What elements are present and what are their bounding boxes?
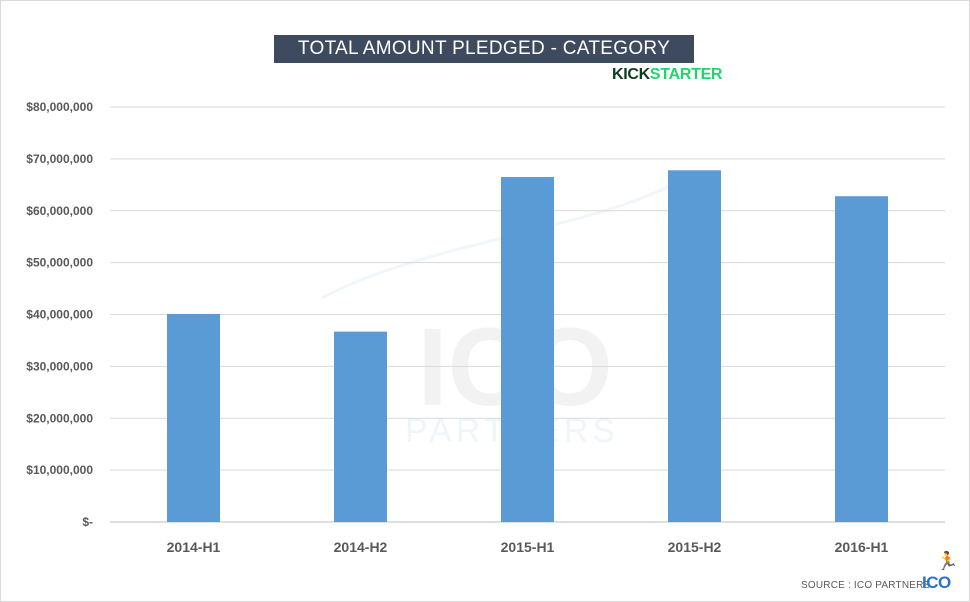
y-tick-label: $30,000,000: [26, 359, 93, 373]
kickstarter-logo-part2: STARTER: [649, 66, 723, 83]
x-axis-labels: 2014-H1 2014-H2 2015-H1 2015-H2 2016-H1: [167, 539, 889, 555]
y-tick-label: $-: [82, 515, 93, 529]
x-tick-label: 2015-H2: [668, 539, 722, 555]
brand-logo: ICO: [922, 573, 951, 592]
x-tick-label: 2014-H1: [167, 539, 221, 555]
bar-2015-h2: [668, 170, 721, 522]
chart-title: TOTAL AMOUNT PLEDGED - CATEGORY GAMES: [274, 35, 694, 87]
y-axis-labels: $- $10,000,000 $20,000,000 $30,000,000 $40,0…: [26, 100, 93, 529]
bars: [167, 170, 888, 522]
y-tick-label: $50,000,000: [26, 256, 93, 270]
kickstarter-logo-part1: KICK: [612, 66, 650, 83]
x-tick-label: 2015-H1: [501, 539, 555, 555]
y-tick-label: $70,000,000: [26, 152, 93, 166]
bar-2015-h1: [501, 177, 554, 522]
x-tick-label: 2016-H1: [835, 539, 889, 555]
bar-2014-h1: [167, 313, 220, 522]
source-note: SOURCE : ICO PARTNERS: [801, 580, 931, 591]
bar-2016-h1: [835, 196, 888, 522]
kickstarter-logo: KICKSTARTER: [612, 66, 723, 84]
y-tick-label: $10,000,000: [26, 463, 93, 477]
y-tick-label: $60,000,000: [26, 204, 93, 218]
y-tick-label: $40,000,000: [26, 308, 93, 322]
bar-2014-h2: [334, 331, 387, 522]
y-tick-label: $80,000,000: [26, 100, 93, 114]
x-tick-label: 2014-H2: [334, 539, 388, 555]
y-tick-label: $20,000,000: [26, 411, 93, 425]
runner-icon: 🏃: [936, 551, 959, 571]
